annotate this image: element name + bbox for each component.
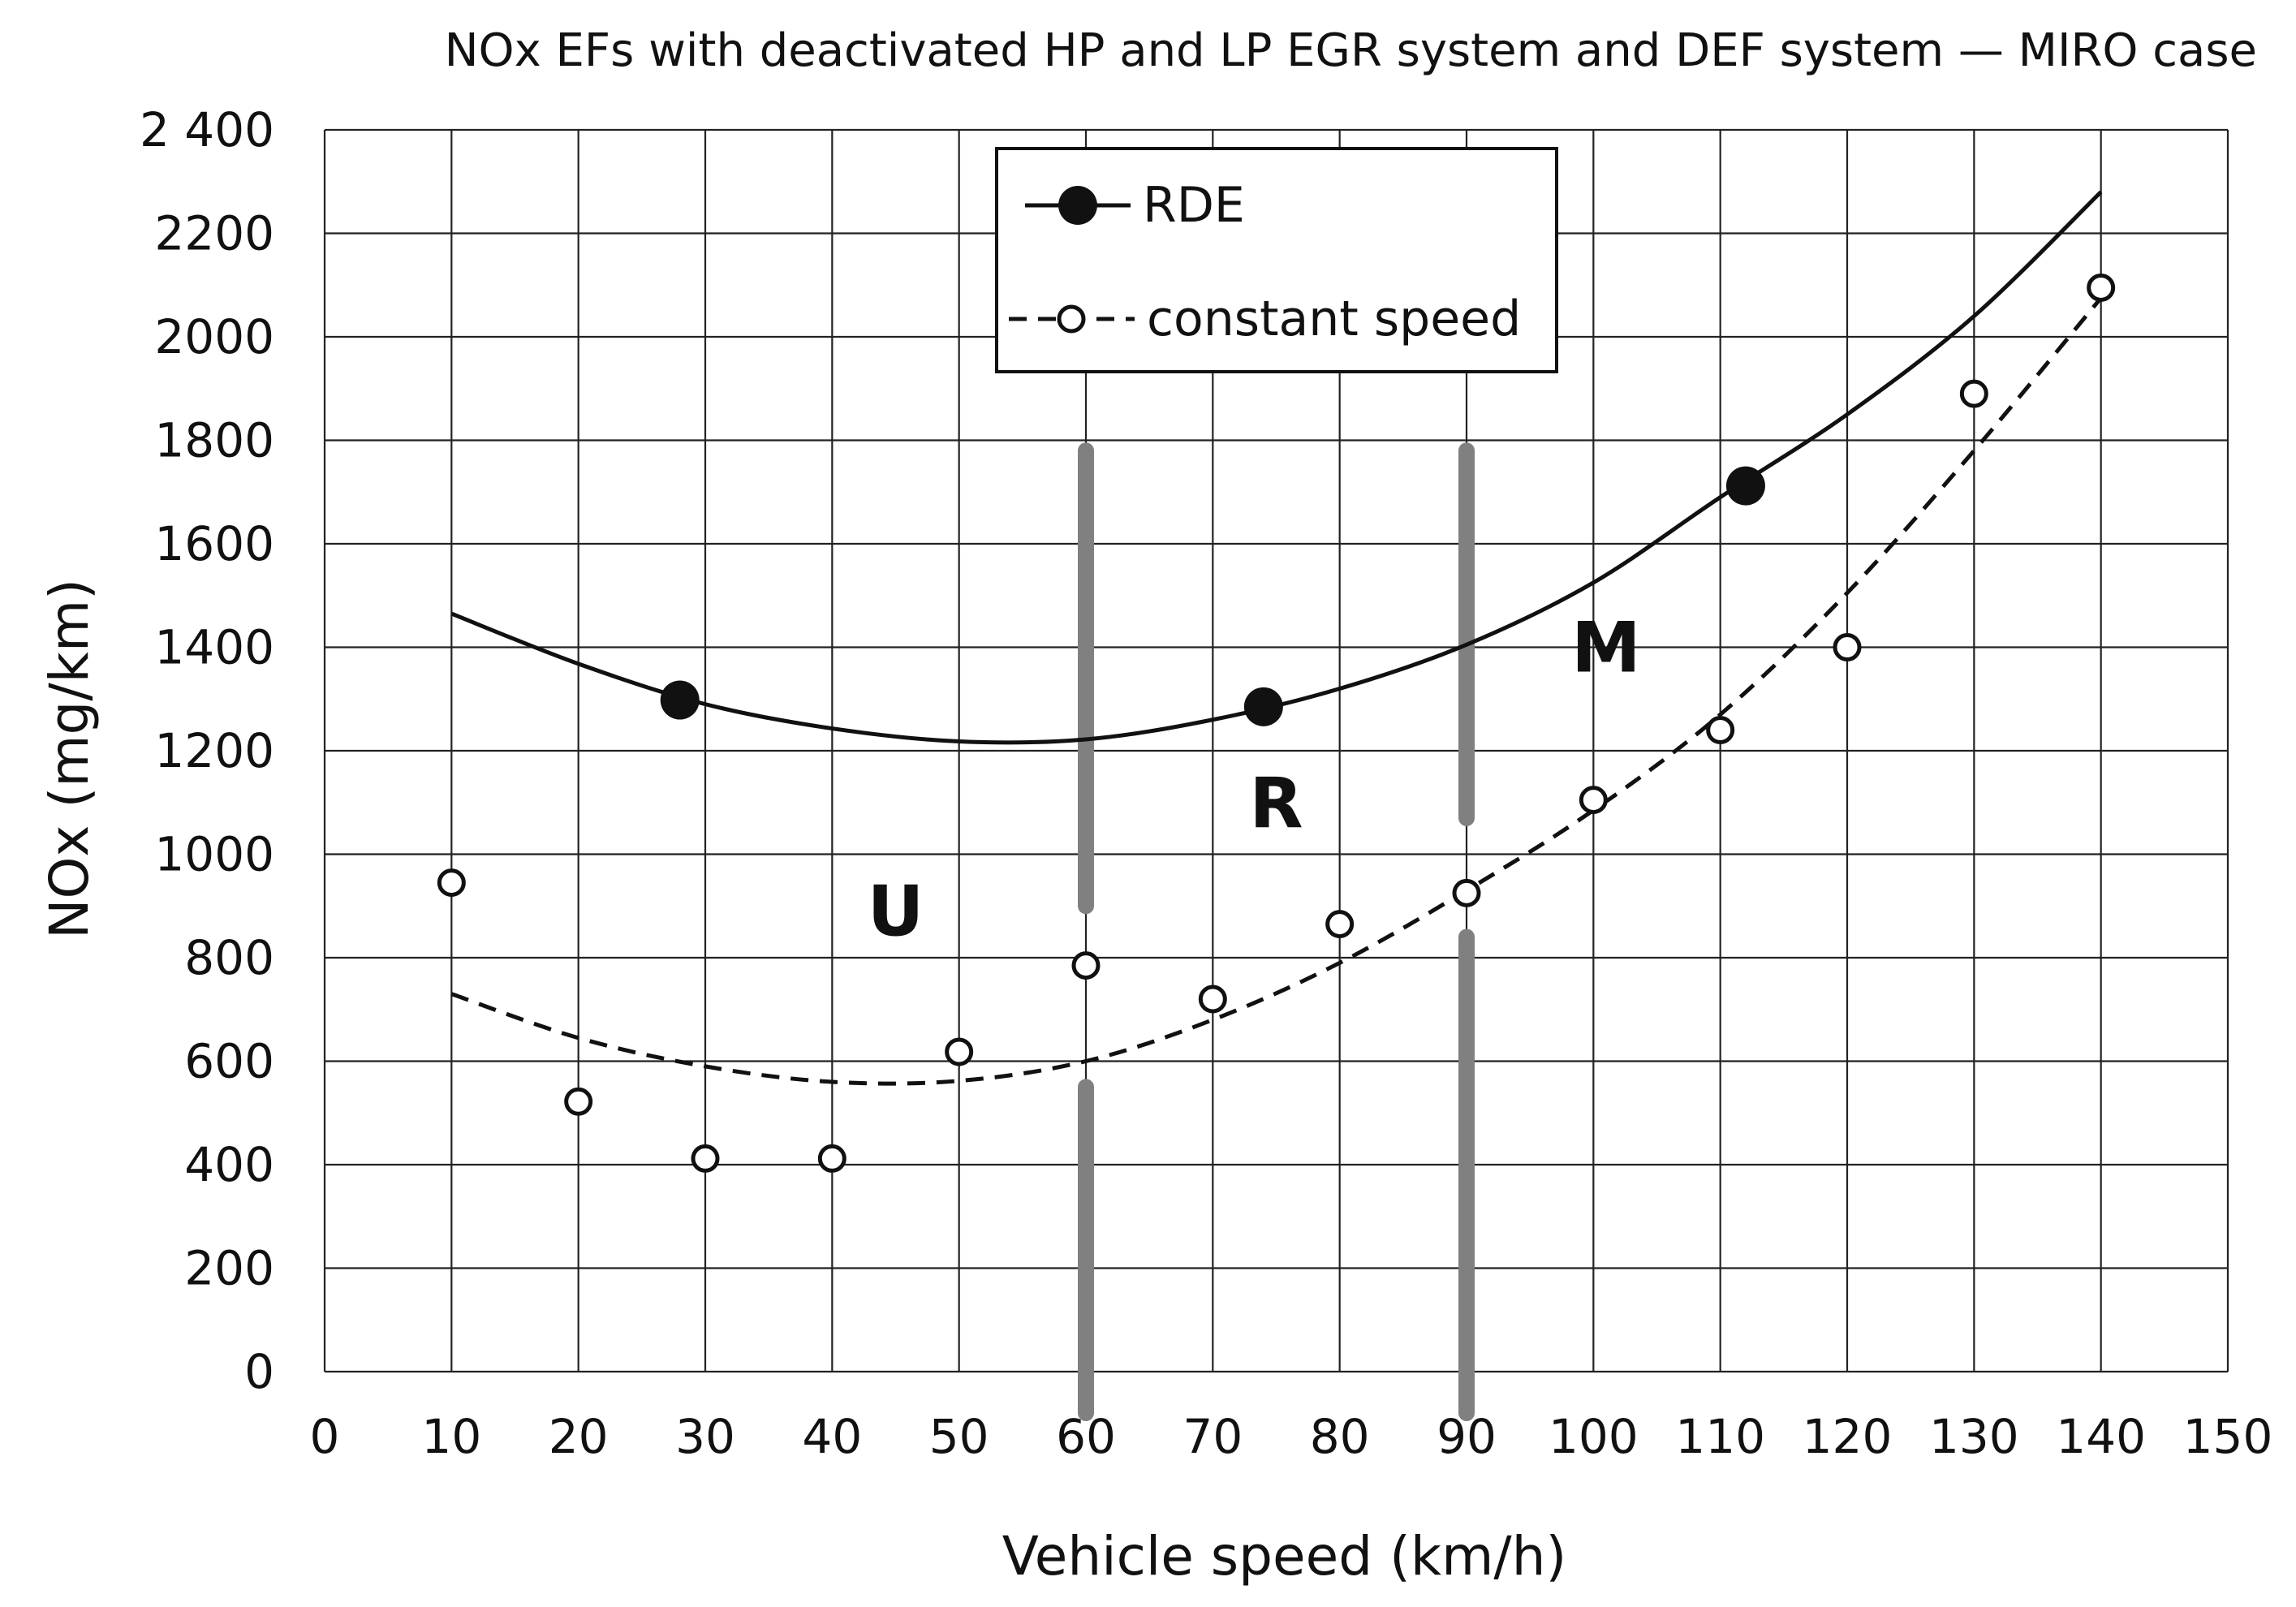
- marker-rde-28: [660, 680, 700, 720]
- x-tick-label-120: 120: [1803, 1409, 1893, 1464]
- marker-constant-speed-100: [1579, 786, 1608, 815]
- zone-label-u: U: [868, 872, 924, 953]
- marker-constant-speed-110: [1706, 716, 1735, 744]
- marker-constant-speed-90: [1452, 878, 1481, 907]
- x-tick-label-80: 80: [1310, 1409, 1370, 1464]
- x-tick-label-140: 140: [2056, 1409, 2146, 1464]
- x-axis-label: Vehicle speed (km/h): [1002, 1525, 1566, 1588]
- marker-rde-112: [1725, 466, 1765, 506]
- trend-line-rde: [450, 190, 2103, 745]
- marker-constant-speed-130: [1959, 379, 1988, 408]
- legend-rde-marker: [1058, 186, 1097, 225]
- y-tick-label-2400: 2 400: [140, 102, 274, 157]
- y-tick-label-1000: 1000: [154, 827, 274, 882]
- y-tick-label-1800: 1800: [154, 413, 274, 468]
- marker-constant-speed-140: [2087, 273, 2116, 302]
- x-tick-label-150: 150: [2183, 1409, 2273, 1464]
- data-markers: [437, 273, 2116, 1173]
- x-tick-label-20: 20: [549, 1409, 609, 1464]
- legend: RDE constant speed: [995, 147, 1558, 373]
- y-tick-label-600: 600: [184, 1034, 274, 1089]
- legend-constant-speed-marker: [1057, 304, 1086, 334]
- x-tick-label-30: 30: [675, 1409, 735, 1464]
- zone-boundaries: [1078, 442, 1475, 1421]
- legend-box: [995, 147, 1558, 373]
- legend-rde-label: RDE: [1143, 177, 1245, 234]
- y-tick-label-1200: 1200: [154, 723, 274, 778]
- tick-labels: 0 10 20 30 40 50 60 70 80 90 100 110 120 130 140 150 0 20…: [140, 102, 2272, 1464]
- x-tick-label-90: 90: [1437, 1409, 1497, 1464]
- y-axis-label: NOx (mg/km): [38, 579, 101, 939]
- marker-constant-speed-10: [437, 868, 466, 898]
- marker-constant-speed-70: [1198, 984, 1227, 1014]
- y-tick-label-2000: 2000: [154, 309, 274, 364]
- marker-constant-speed-60: [1071, 951, 1101, 980]
- marker-constant-speed-80: [1325, 910, 1355, 939]
- marker-rde-74: [1243, 687, 1283, 726]
- y-tick-label-800: 800: [184, 930, 274, 985]
- y-tick-label-0: 0: [244, 1344, 274, 1399]
- trend-line-constant-speed: [450, 296, 2103, 1086]
- chart-title: NOx EFs with deactivated HP and LP EGR s…: [444, 24, 2257, 77]
- x-tick-label-100: 100: [1549, 1409, 1639, 1464]
- marker-constant-speed-40: [817, 1144, 846, 1173]
- marker-constant-speed-120: [1833, 633, 1862, 661]
- x-tick-label-110: 110: [1675, 1409, 1765, 1464]
- y-tick-label-200: 200: [184, 1241, 274, 1296]
- x-tick-label-130: 130: [1929, 1409, 2019, 1464]
- y-tick-label-400: 400: [184, 1137, 274, 1192]
- marker-constant-speed-20: [564, 1087, 593, 1116]
- x-tick-label-60: 60: [1056, 1409, 1116, 1464]
- x-tick-label-40: 40: [802, 1409, 862, 1464]
- zone-label-r: R: [1249, 763, 1303, 844]
- x-tick-label-70: 70: [1182, 1409, 1243, 1464]
- x-tick-label-0: 0: [310, 1409, 340, 1464]
- marker-constant-speed-50: [945, 1037, 974, 1066]
- trend-lines: [450, 190, 2103, 1086]
- marker-constant-speed-30: [691, 1144, 720, 1173]
- y-tick-label-1400: 1400: [154, 620, 274, 675]
- legend-constant-speed-label: constant speed: [1147, 291, 1521, 347]
- x-tick-label-10: 10: [421, 1409, 481, 1464]
- y-tick-label-1600: 1600: [154, 516, 274, 571]
- y-tick-label-2200: 2200: [154, 206, 274, 261]
- zone-label-m: M: [1571, 608, 1641, 689]
- x-tick-label-50: 50: [929, 1409, 989, 1464]
- zone-labels: U R M: [868, 608, 1641, 953]
